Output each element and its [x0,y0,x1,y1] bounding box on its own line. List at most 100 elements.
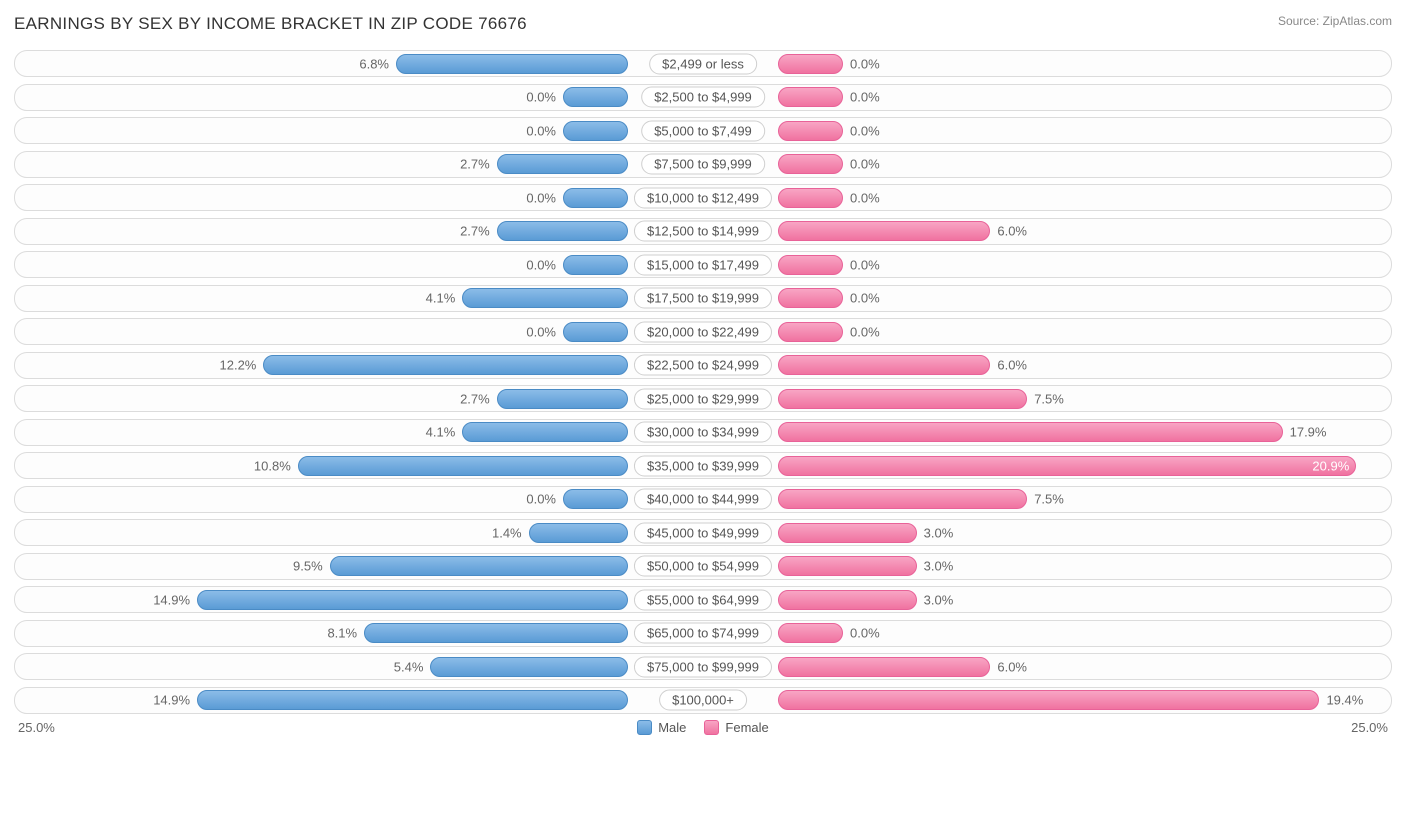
bracket-label: $2,500 to $4,999 [641,87,765,108]
chart-row: 6.8% 0.0% $2,499 or less [14,50,1392,77]
female-bar: 0.0% [778,322,843,342]
bracket-label: $12,500 to $14,999 [634,221,772,242]
male-value: 14.9% [153,592,198,607]
female-value: 0.0% [842,257,880,272]
male-value: 0.0% [526,123,564,138]
chart-row: 0.0%0.0%$5,000 to $7,499 [14,117,1392,144]
female-value: 0.0% [842,157,880,172]
male-value: 2.7% [460,157,498,172]
bracket-label: $10,000 to $12,499 [634,187,772,208]
female-value: 3.0% [916,525,954,540]
male-value: 9.5% [293,559,331,574]
male-bar: 5.4% [430,657,628,677]
female-bar: 6.0% [778,355,990,375]
male-value: 12.2% [220,358,265,373]
male-value: 1.4% [492,525,530,540]
female-value: 19.4% [1318,693,1363,708]
male-bar: 2.7% [497,154,628,174]
bracket-label: $15,000 to $17,499 [634,254,772,275]
legend-male: Male [637,720,686,735]
male-bar: 14.9% [197,690,628,710]
chart-row: 1.4% 3.0% $45,000 to $49,999 [14,519,1392,546]
bracket-label: $35,000 to $39,999 [634,455,772,476]
male-value: 6.8% [359,56,397,71]
chart-row: 2.7%7.5%$25,000 to $29,999 [14,385,1392,412]
female-value: 3.0% [916,559,954,574]
male-bar: 2.7% [497,389,628,409]
chart-row: 5.4% 6.0% $75,000 to $99,999 [14,653,1392,680]
male-bar: 0.0% [563,255,628,275]
male-value: 4.1% [426,425,464,440]
bracket-label: $75,000 to $99,999 [634,656,772,677]
male-bar: 4.1% [462,288,628,308]
legend-female: Female [704,720,768,735]
male-bar: 1.4% [529,523,628,543]
axis-max-left: 25.0% [18,720,55,735]
bracket-label: $2,499 or less [649,53,757,74]
female-bar: 0.0% [778,255,843,275]
bracket-label: $55,000 to $64,999 [634,589,772,610]
bracket-label: $22,500 to $24,999 [634,355,772,376]
female-bar: 0.0% [778,188,843,208]
male-value: 5.4% [394,659,432,674]
bracket-label: $45,000 to $49,999 [634,522,772,543]
female-value: 0.0% [842,291,880,306]
chart-title: EARNINGS BY SEX BY INCOME BRACKET IN ZIP… [14,14,527,34]
male-bar: 0.0% [563,322,628,342]
female-bar: 3.0% [778,590,917,610]
female-bar: 6.0% [778,221,990,241]
chart-row: 14.9%19.4%$100,000+ [14,687,1392,714]
chart-row: 10.8% 20.9% $35,000 to $39,999 [14,452,1392,479]
female-value: 6.0% [989,659,1027,674]
chart-row: 4.1%17.9%$30,000 to $34,999 [14,419,1392,446]
legend-female-label: Female [725,720,768,735]
female-bar: 6.0% [778,657,990,677]
male-value: 2.7% [460,391,498,406]
male-bar: 12.2% [263,355,628,375]
male-value: 2.7% [460,224,498,239]
male-value: 10.8% [254,458,299,473]
female-bar: 0.0% [778,121,843,141]
chart-source: Source: ZipAtlas.com [1278,14,1392,28]
chart-row: 0.0%0.0% $10,000 to $12,499 [14,184,1392,211]
female-bar: 7.5% [778,489,1027,509]
male-value: 0.0% [526,257,564,272]
male-bar: 14.9% [197,590,628,610]
female-bar: 19.4% [778,690,1319,710]
female-bar: 3.0% [778,556,917,576]
bracket-label: $25,000 to $29,999 [634,388,772,409]
axis-max-right: 25.0% [1351,720,1388,735]
chart-row: 8.1%0.0%$65,000 to $74,999 [14,620,1392,647]
female-value: 0.0% [842,123,880,138]
bracket-label: $7,500 to $9,999 [641,154,765,175]
male-bar: 10.8% [298,456,628,476]
female-value: 17.9% [1282,425,1327,440]
male-bar: 2.7% [497,221,628,241]
female-bar: 0.0% [778,54,843,74]
chart-row: 0.0% 0.0% $20,000 to $22,499 [14,318,1392,345]
bracket-label: $17,500 to $19,999 [634,288,772,309]
female-bar: 17.9% [778,422,1283,442]
male-bar: 8.1% [364,623,628,643]
bracket-label: $5,000 to $7,499 [641,120,765,141]
bracket-label: $50,000 to $54,999 [634,556,772,577]
female-bar: 20.9% [778,456,1356,476]
female-value: 0.0% [842,626,880,641]
chart-row: 9.5% 3.0% $50,000 to $54,999 [14,553,1392,580]
female-bar: 3.0% [778,523,917,543]
female-value: 0.0% [842,190,880,205]
male-value: 4.1% [426,291,464,306]
male-bar: 0.0% [563,489,628,509]
male-bar: 9.5% [330,556,628,576]
bracket-label: $20,000 to $22,499 [634,321,772,342]
male-value: 8.1% [327,626,365,641]
female-bar: 0.0% [778,154,843,174]
male-value: 14.9% [153,693,198,708]
female-value: 3.0% [916,592,954,607]
female-bar: 0.0% [778,288,843,308]
male-bar: 0.0% [563,121,628,141]
chart-footer: 25.0% Male Female 25.0% [14,720,1392,735]
female-value: 6.0% [989,358,1027,373]
chart-row: 4.1% 0.0% $17,500 to $19,999 [14,285,1392,312]
female-bar: 0.0% [778,87,843,107]
